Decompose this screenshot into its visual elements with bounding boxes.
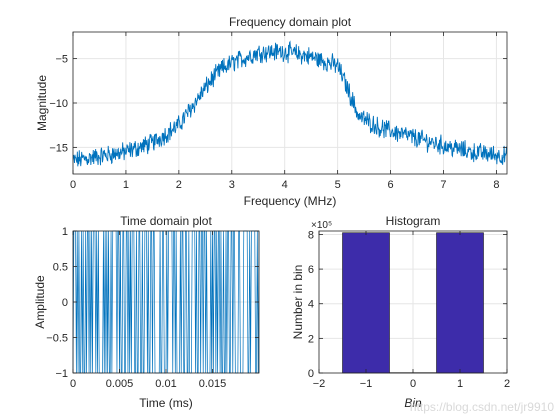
- y-tick-label: −10: [49, 98, 68, 110]
- histogram-chart: −2 −1 0 1 2 0 2 4 6 8×10⁵ Histogram Bin Number in bi…: [291, 214, 510, 410]
- chart-title: Frequency domain plot: [229, 15, 352, 29]
- y-axis-label: Number in bin: [291, 265, 305, 340]
- frequency-domain-chart: 0 1 2 3 4 5 6 7 8 −15 −10 −5 Frequency domain plot Fr…: [35, 15, 508, 208]
- y-axis-label: Magnitude: [35, 75, 49, 131]
- x-axis-label: Time (ms): [139, 396, 193, 410]
- x-tick-label: 1: [123, 179, 129, 191]
- x-tick-label: 8: [493, 179, 499, 191]
- y-axis-label: Amplitude: [33, 275, 47, 329]
- x-tick-label: 4: [282, 179, 288, 191]
- x-tick-label: 0.005: [106, 378, 134, 390]
- x-tick-label: 0: [410, 378, 416, 390]
- y-tick-label: 0.5: [53, 262, 68, 274]
- x-tick-label: −2: [313, 378, 326, 390]
- y-tick-label: 8: [308, 229, 314, 241]
- x-tick-label: 2: [176, 179, 182, 191]
- x-tick-label: 1: [457, 378, 463, 390]
- x-tick-label: 7: [440, 179, 446, 191]
- watermark: https://blog.csdn.net/jr9910: [409, 400, 554, 414]
- y-tick-label: 6: [308, 264, 314, 276]
- histogram-bar: [342, 232, 390, 374]
- x-tick-label: 0: [70, 378, 76, 390]
- y-tick-label: 0: [308, 368, 314, 380]
- y-tick-label: −1: [55, 368, 68, 380]
- histogram-bar: [436, 232, 484, 374]
- x-tick-label: −1: [360, 378, 373, 390]
- x-tick-label: 0.01: [155, 378, 176, 390]
- magnitude-series-line: [73, 40, 507, 167]
- x-tick-label: 3: [229, 179, 235, 191]
- x-tick-label: 6: [387, 179, 393, 191]
- y-tick-label: −5: [55, 54, 68, 66]
- chart-title: Histogram: [386, 214, 441, 228]
- y-tick-label: 0: [62, 297, 68, 309]
- x-tick-label: 2: [504, 378, 510, 390]
- y-tick-label: −0.5: [46, 333, 68, 345]
- y-tick-label: 2: [308, 333, 314, 345]
- y-axis-exponent: ×10⁵: [311, 220, 332, 231]
- y-tick-label: 4: [308, 299, 314, 311]
- x-axis-label: Bin: [404, 396, 422, 410]
- x-tick-label: 0: [70, 179, 76, 191]
- y-tick-label: 1: [62, 226, 68, 238]
- x-axis-label: Frequency (MHz): [244, 194, 337, 208]
- y-tick-label: −15: [49, 142, 68, 154]
- chart-title: Time domain plot: [120, 214, 212, 228]
- time-domain-chart: 0 0.005 0.01 0.015 −1 −0.5 0 0.5 1 Time domain pl…: [33, 214, 260, 410]
- x-tick-label: 0.015: [199, 378, 227, 390]
- x-tick-label: 5: [335, 179, 341, 191]
